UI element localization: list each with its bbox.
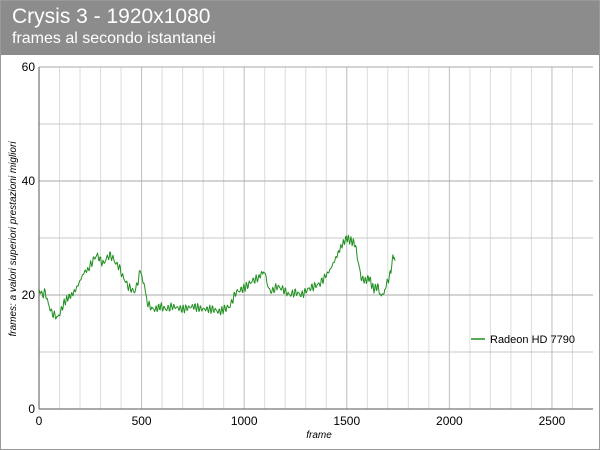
chart-subtitle: frames al secondo istantanei: [12, 30, 216, 47]
x-tick-label: 500: [132, 414, 152, 428]
y-axis-label: frames: a valori superiori prestazioni m…: [8, 141, 19, 337]
y-tick-label: 40: [22, 174, 36, 188]
axes: [38, 67, 593, 410]
series-line-radeon-hd-7790: [38, 234, 396, 320]
x-tick-label: 2500: [539, 414, 566, 428]
legend-label-radeon-hd-7790: Radeon HD 7790: [490, 334, 575, 346]
y-tick-label: 20: [22, 288, 36, 302]
x-tick-label: 1000: [231, 414, 258, 428]
x-tick-label: 1500: [333, 414, 360, 428]
x-axis-ticks: 0 500 1000 1500 2000 2500: [36, 414, 566, 428]
chart-title: Crysis 3 - 1920x1080: [12, 5, 211, 28]
y-tick-label: 0: [28, 402, 35, 416]
x-tick-label: 0: [36, 414, 43, 428]
series-layer: [38, 234, 396, 320]
legend: Radeon HD 7790: [471, 334, 575, 346]
chart-header: Crysis 3 - 1920x1080 frames al secondo i…: [1, 1, 599, 55]
grid: [39, 66, 593, 409]
y-tick-label: 60: [22, 60, 36, 74]
x-axis-label: frame: [306, 430, 332, 441]
y-axis-ticks: 0 20 40 60: [22, 60, 36, 416]
x-tick-label: 2000: [436, 414, 463, 428]
